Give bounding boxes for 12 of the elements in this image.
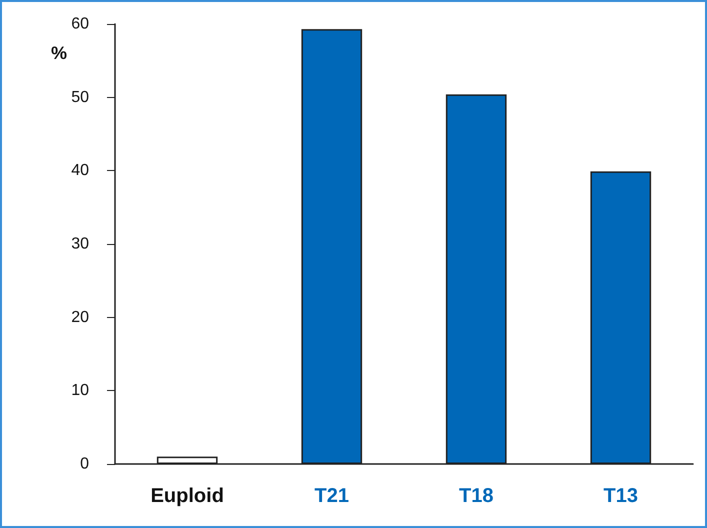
y-axis-title: % xyxy=(50,43,67,63)
y-tick-label: 30 xyxy=(71,236,90,252)
x-tick-label: T21 xyxy=(314,485,349,507)
y-tick-label: 0 xyxy=(80,456,90,472)
y-tick-label: 10 xyxy=(71,382,90,400)
y-tick-label: 20 xyxy=(71,308,90,326)
x-tick-label: Euploid xyxy=(150,485,224,507)
x-tick-label: T13 xyxy=(604,485,638,507)
y-tick-label: 40 xyxy=(71,162,90,180)
y-tick-label: 50 xyxy=(71,88,90,106)
y-tick-label: 60 xyxy=(71,16,90,32)
x-tick-label: T18 xyxy=(459,485,494,507)
